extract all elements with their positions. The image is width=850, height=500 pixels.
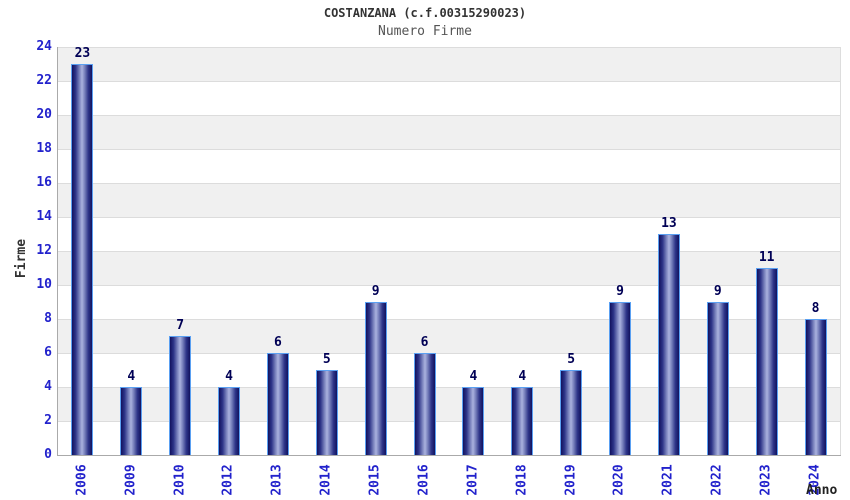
bar-2021 (657, 234, 680, 455)
x-tick: 2015 (351, 464, 400, 495)
x-tick-label: 2023 (758, 464, 774, 496)
bar-2016 (413, 353, 436, 455)
grid-band (58, 183, 840, 217)
bar-value-label: 7 (176, 318, 185, 333)
y-tick-label: 24 (36, 39, 52, 54)
bar-value-label: 4 (225, 369, 233, 384)
y-tick-label: 18 (36, 141, 52, 156)
bar-2009 (120, 387, 143, 455)
y-tick-label: 8 (44, 311, 52, 326)
x-tick: 2019 (547, 464, 596, 495)
y-tick-label: 16 (36, 175, 52, 190)
x-tick: 2010 (156, 464, 205, 495)
y-tick-label: 12 (36, 243, 52, 258)
y-tick-label: 14 (36, 209, 52, 224)
bar-value-label: 8 (811, 301, 820, 316)
grid-band (58, 81, 840, 115)
x-tick: 2013 (254, 464, 303, 495)
grid-band (58, 217, 840, 251)
bar-2024 (804, 319, 827, 455)
x-tick-label: 2020 (612, 464, 628, 496)
bar-value-label: 11 (758, 250, 775, 265)
x-tick: 2022 (693, 464, 742, 495)
x-tick: 2014 (302, 464, 351, 495)
x-tick: 2006 (58, 464, 107, 495)
y-axis-line (57, 47, 58, 456)
bar-value-label: 5 (567, 352, 576, 367)
x-tick-label: 2009 (123, 464, 139, 496)
x-tick: 2018 (498, 464, 547, 495)
y-tick-label: 2 (44, 413, 52, 428)
plot-area: 23 4 7 4 6 5 9 6 4 4 5 9 13 9 11 8 (58, 47, 841, 455)
bar-2006 (71, 64, 94, 455)
x-tick-label: 2022 (709, 464, 725, 496)
x-tick-label: 2021 (660, 464, 676, 496)
bar-value-label: 4 (127, 369, 136, 384)
bar-2017 (462, 387, 485, 455)
x-tick: 2012 (205, 464, 254, 495)
x-tick-label: 2006 (74, 464, 90, 496)
y-tick-label: 20 (36, 107, 52, 122)
x-tick-label: 2018 (514, 464, 530, 496)
x-tick-label: 2016 (416, 464, 432, 496)
y-tick-label: 4 (44, 379, 52, 394)
y-tick-label: 10 (36, 277, 52, 292)
x-tick: 2016 (400, 464, 449, 495)
x-tick-label: 2013 (269, 464, 285, 496)
bar-value-label: 9 (371, 284, 380, 299)
bar-value-label: 4 (518, 369, 527, 384)
x-tick-label: 2012 (221, 464, 237, 496)
x-axis-line (57, 455, 841, 456)
bar-value-label: 13 (661, 216, 677, 231)
bar-value-label: 23 (74, 46, 91, 61)
bar-2020 (609, 302, 632, 455)
x-tick: 2020 (596, 464, 645, 495)
bar-value-label: 9 (616, 284, 624, 299)
y-tick-label: 6 (44, 345, 52, 360)
bar-value-label: 6 (274, 335, 282, 350)
bar-2023 (755, 268, 778, 455)
x-tick-label: 2015 (367, 464, 383, 496)
grid-band (58, 149, 840, 183)
bar-value-label: 5 (322, 352, 331, 367)
bar-2018 (511, 387, 534, 455)
x-tick: 2017 (449, 464, 498, 495)
x-tick-label: 2014 (318, 464, 334, 496)
bar-2013 (266, 353, 289, 455)
chart-title: COSTANZANA (c.f.00315290023) (323, 6, 527, 20)
x-axis-title: Anno (806, 483, 838, 498)
bar-2014 (315, 370, 338, 455)
bar-2015 (364, 302, 387, 455)
y-tick-label: 0 (44, 447, 52, 462)
x-tick: 2021 (645, 464, 694, 495)
bar-value-label: 9 (713, 284, 722, 299)
grid-band (58, 47, 840, 81)
x-tick-label: 2017 (465, 464, 481, 496)
bar-value-label: 6 (420, 335, 429, 350)
y-tick-label: 22 (36, 73, 52, 88)
x-tick: 2009 (107, 464, 156, 495)
bar-2022 (706, 302, 729, 455)
x-tick: 2023 (742, 464, 791, 495)
grid-band (58, 251, 840, 285)
x-tick-label: 2019 (563, 464, 579, 496)
bar-2019 (560, 370, 583, 455)
chart-subtitle: Numero Firme (378, 24, 472, 39)
bar-2012 (218, 387, 241, 455)
bar-value-label: 4 (469, 369, 478, 384)
bar-2010 (169, 336, 192, 455)
x-tick-label: 2010 (172, 464, 188, 496)
grid-band (58, 115, 840, 149)
